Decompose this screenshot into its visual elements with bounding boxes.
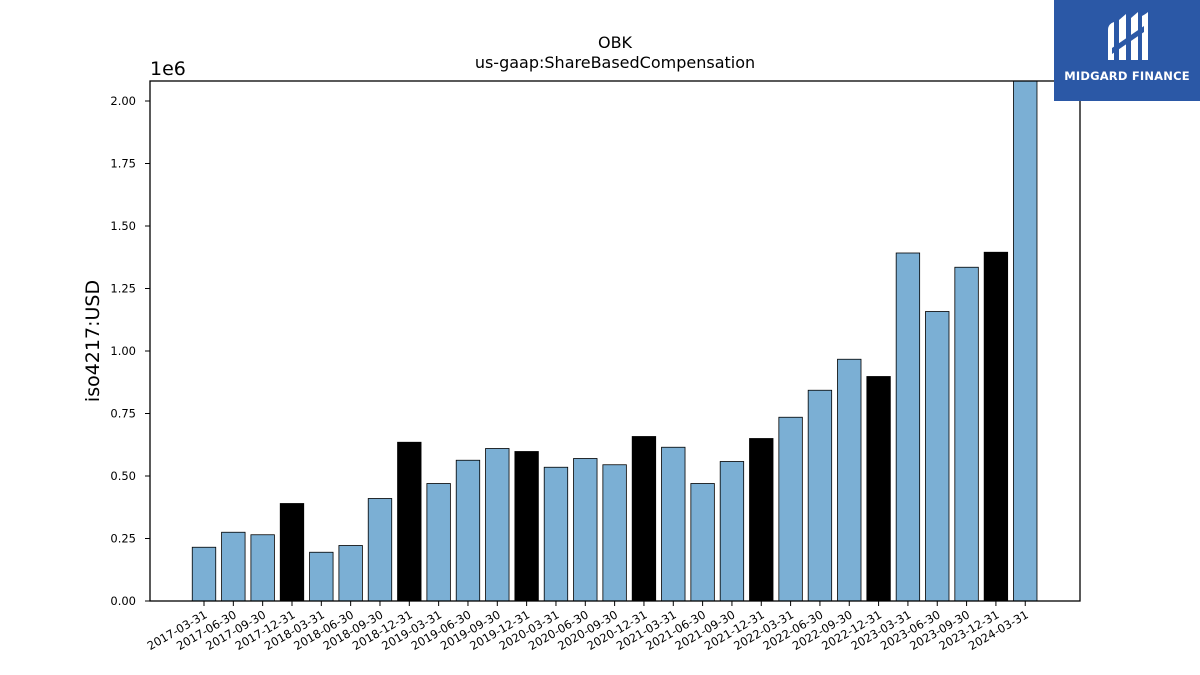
bar-2023-03-31 [895,252,921,602]
bar-2022-09-30 [837,358,862,602]
bar-2017-06-30 [221,531,246,602]
y-tick-label: 0.00 [110,594,136,608]
bar-2017-09-30 [250,534,275,602]
bar-2021-12-31 [749,438,774,602]
bar-2023-12-31 [983,251,1009,602]
bar-2021-09-30 [719,461,745,602]
bar-2023-09-30 [954,266,979,602]
y-tick-label: 0.25 [110,532,136,546]
bar-2022-12-31 [866,376,891,602]
bar-2018-09-30 [367,498,393,602]
y-scale-label: 1e6 [150,58,186,80]
bar-2023-06-30 [925,311,950,602]
brand-logo: MIDGARD FINANCE [1054,0,1200,101]
bar-2017-12-31 [279,503,305,602]
bar-2021-03-31 [661,446,686,602]
y-tick-label: 0.50 [110,469,136,483]
bar-2020-06-30 [573,458,598,602]
midgard-logo-icon [1108,12,1148,60]
bar-2019-03-31 [426,483,451,602]
bar-2019-06-30 [455,459,481,602]
plot-frame [149,80,1081,602]
bar-2018-12-31 [397,441,422,602]
y-tick-label: 1.25 [110,282,136,296]
bar-2020-09-30 [602,464,627,602]
chart-title: OBK [598,33,633,52]
y-tick-label: 1.75 [110,157,136,171]
bar-2021-06-30 [690,483,715,602]
bar-2022-06-30 [807,389,833,602]
bar-2022-03-31 [778,416,803,602]
bar-2024-03-31 [1013,80,1038,602]
bar-2019-09-30 [485,448,510,602]
bar-2018-03-31 [309,551,334,602]
bar-2017-03-31 [191,546,217,602]
bar-2019-12-31 [514,451,539,602]
brand-logo-text: MIDGARD FINANCE [1064,69,1190,83]
bar-2020-03-31 [543,466,569,602]
bar-2018-06-30 [338,545,363,602]
y-axis-label: iso4217:USD [82,280,104,402]
y-tick-label: 2.00 [110,94,136,108]
chart-subtitle: us-gaap:ShareBasedCompensation [475,53,755,72]
bar-2020-12-31 [631,436,657,602]
y-tick-label: 1.50 [110,219,136,233]
y-tick-label: 1.00 [110,344,136,358]
y-tick-label: 0.75 [110,407,136,421]
